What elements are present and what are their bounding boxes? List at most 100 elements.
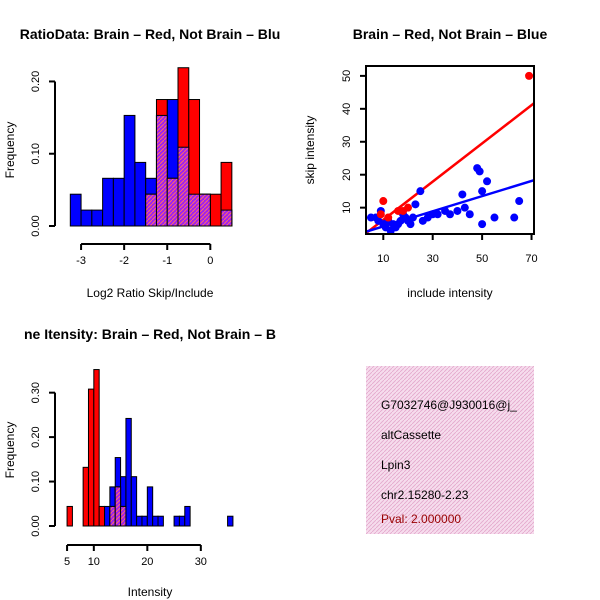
intensity-scatter-point (446, 210, 454, 219)
intensity-histogram-bar-notbrain (178, 515, 186, 527)
intensity-scatter-point (453, 206, 462, 215)
ratio-histogram-bar-notbrain (102, 177, 114, 227)
ratio-histogram-x-tick-label: -2 (119, 255, 129, 267)
ratio-histogram-x-tick-label: -3 (76, 255, 86, 267)
intensity-scatter-y-tick-label: 50 (341, 70, 353, 82)
intensity-scatter-xlabel: include intensity (407, 286, 492, 300)
ratio-histogram-x-tick-label: 0 (207, 255, 213, 267)
ratio-histogram-y-tick-label: 0.20 (30, 71, 42, 92)
ratio-histogram-bar-overlap (177, 146, 190, 227)
intensity-scatter-point (406, 220, 415, 229)
intensity-histogram-bar-notbrain (125, 417, 132, 527)
ratio-histogram-ylabel: Frequency (3, 122, 17, 179)
intensity-scatter-y-tick-label: 10 (341, 202, 353, 214)
info-pval: Pval: 2.000000 (381, 512, 461, 526)
intensity-histogram-y-tick-label: 0.10 (30, 471, 42, 492)
intensity-histogram-ylabel: Frequency (3, 422, 17, 479)
intensity-scatter-point (416, 187, 425, 196)
intensity-scatter-y-tick-label: 20 (341, 169, 353, 181)
intensity-histogram-bars (66, 369, 234, 527)
intensity-histogram-x-tick-label: 20 (141, 556, 153, 568)
info-event-type: altCassette (381, 428, 441, 442)
ratio-histogram-bar-notbrain (123, 114, 136, 227)
intensity-scatter-frame (365, 65, 535, 235)
intensity-scatter-panel: Brain – Red, Not Brain – Blue include in… (303, 26, 547, 300)
ratio-histogram-bars (69, 67, 233, 227)
intensity-scatter-y-tick-label: 30 (341, 136, 353, 148)
ratio-histogram-xlabel: Log2 Ratio Skip/Include (87, 286, 214, 300)
intensity-histogram-x-tick-label: 5 (64, 556, 70, 568)
intensity-scatter-point (408, 213, 417, 222)
intensity-scatter-point (475, 167, 484, 176)
intensity-scatter-point (510, 213, 519, 222)
ratio-histogram-bar-notbrain (91, 209, 104, 227)
intensity-scatter-point (478, 220, 487, 229)
ratio-histogram-bar-overlap (166, 177, 179, 227)
ratio-histogram-y-tick-label: 0.00 (30, 215, 42, 236)
intensity-scatter-point (404, 203, 412, 212)
ratio-histogram-bar-notbrain (112, 177, 125, 227)
intensity-scatter-x-tick-label: 50 (476, 253, 488, 265)
ratio-histogram-y-tick-label: 0.10 (30, 143, 42, 164)
intensity-scatter-y-tick-label: 40 (341, 103, 353, 115)
intensity-histogram-bar-notbrain (173, 515, 180, 527)
intensity-histogram-y-tick-label: 0.20 (30, 426, 42, 447)
intensity-scatter-point (433, 210, 442, 219)
intensity-histogram-y-tick-label: 0.30 (30, 382, 42, 403)
intensity-histogram-y-tick-label: 0.00 (30, 515, 42, 536)
intensity-histogram-bar-notbrain (152, 515, 159, 527)
ratio-histogram-bar-overlap (155, 114, 168, 227)
ratio-histogram-bar-brain (209, 193, 222, 227)
intensity-scatter-plot (366, 71, 534, 234)
intensity-histogram-bar-notbrain (146, 486, 154, 527)
intensity-histogram-bar-brain (87, 388, 95, 527)
intensity-scatter-point (483, 177, 492, 186)
intensity-scatter-x-tick-label: 70 (525, 253, 537, 265)
intensity-histogram-panel: ne Itensity: Brain – Red, Not Brain – B … (3, 326, 276, 599)
ratio-histogram-title: RatioData: Brain – Red, Not Brain – Blu (20, 26, 281, 42)
intensity-scatter-point (515, 197, 524, 206)
ratio-histogram-axes: -3 -2 -1 0 0.00 0.10 0.20 (30, 71, 213, 267)
intensity-histogram-bar-overlap (120, 505, 127, 527)
intensity-histogram-bar-notbrain (141, 515, 148, 527)
intensity-histogram-bar-brain (98, 505, 106, 527)
intensity-scatter-point (379, 197, 388, 206)
intensity-scatter-point (411, 200, 420, 209)
intensity-histogram-bar-brain (93, 369, 100, 527)
intensity-histogram-bar-notbrain (227, 515, 234, 527)
intensity-scatter-point (384, 213, 393, 222)
intensity-scatter-point (478, 187, 487, 196)
intensity-scatter-point (376, 210, 385, 219)
intensity-scatter-points (366, 71, 534, 234)
intensity-histogram-bar-notbrain (184, 505, 191, 527)
info-gene-name: Lpin3 (381, 458, 411, 472)
intensity-scatter-x-tick-label: 10 (377, 253, 389, 265)
ratio-histogram-bar-notbrain (69, 193, 82, 227)
intensity-histogram-x-tick-label: 10 (88, 556, 100, 568)
intensity-scatter-point (458, 190, 467, 199)
intensity-histogram-bar-brain (82, 466, 89, 527)
intensity-scatter-fit-line (366, 102, 534, 234)
intensity-scatter-ylabel: skip intensity (303, 116, 317, 185)
ratio-histogram-bar-notbrain (80, 209, 93, 227)
ratio-histogram-bar-overlap (188, 193, 201, 227)
intensity-histogram-bar-overlap (114, 486, 122, 527)
intensity-histogram-title: ne Itensity: Brain – Red, Not Brain – B (24, 326, 276, 342)
ratio-histogram-panel: RatioData: Brain – Red, Not Brain – Blu … (3, 26, 280, 300)
info-location: chr2.15280-2.23 (381, 488, 469, 502)
info-event-id: G7032746@J930016@j_ (381, 398, 517, 412)
intensity-histogram-bar-notbrain (130, 476, 138, 527)
intensity-scatter-axes: 10 30 50 70 10 20 30 40 50 (341, 65, 538, 265)
intensity-scatter-point (465, 210, 474, 219)
intensity-scatter-point (490, 213, 499, 222)
intensity-histogram-bar-overlap (109, 505, 116, 527)
ratio-histogram-bar-overlap (220, 209, 233, 227)
intensity-scatter-x-tick-label: 30 (427, 253, 439, 265)
ratio-histogram-bar-overlap (199, 193, 211, 227)
info-panel: G7032746@J930016@j_ altCassette Lpin3 ch… (366, 366, 534, 534)
intensity-histogram-axes: 5 10 20 30 0.00 0.10 0.20 0.30 (30, 382, 207, 568)
intensity-histogram-x-tick-label: 30 (195, 556, 207, 568)
intensity-histogram-bar-notbrain (157, 515, 164, 527)
intensity-scatter-point (460, 203, 469, 212)
